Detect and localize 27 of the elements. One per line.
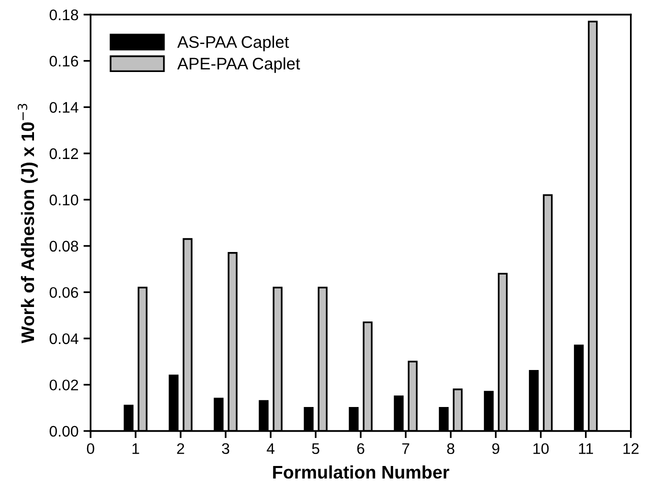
legend-label: APE-PAA Caplet [177, 57, 300, 73]
x-tick-label: 3 [222, 443, 230, 454]
x-tick-label: 9 [492, 443, 500, 454]
x-axis-title: Formulation Number [273, 465, 450, 479]
x-tick-label: 10 [533, 443, 549, 454]
x-tick-label: 11 [579, 443, 593, 454]
x-tick-label: 0 [86, 443, 94, 454]
x-tick-label: 7 [402, 443, 410, 454]
y-tick-label: 0.00 [50, 426, 78, 437]
x-tick-label: 6 [357, 443, 364, 454]
y-tick-label: 0.16 [50, 56, 78, 67]
x-tick-label: 12 [623, 443, 639, 454]
y-tick-label: 0.10 [50, 194, 78, 206]
x-tick-label: 5 [312, 443, 320, 454]
y-tick-label: 0.18 [50, 9, 78, 20]
x-tick-label: 8 [447, 443, 454, 454]
y-tick-label: 0.02 [50, 380, 78, 390]
x-tick-label: 2 [177, 443, 184, 454]
y-tick-label: 0.14 [50, 102, 78, 113]
x-tick-label: 1 [132, 443, 140, 454]
y-tick-label: 0.06 [50, 287, 78, 298]
y-tick-label: 0.12 [50, 148, 78, 160]
y-tick-label: 0.04 [50, 333, 78, 344]
y-axis-title: Work of Adhesion (J) x 10$^{−3}$ [18, 104, 38, 344]
legend-label: AS-PAA Caplet [177, 36, 289, 52]
x-tick-label: 4 [266, 443, 274, 454]
y-tick-label: 0.08 [50, 240, 78, 252]
